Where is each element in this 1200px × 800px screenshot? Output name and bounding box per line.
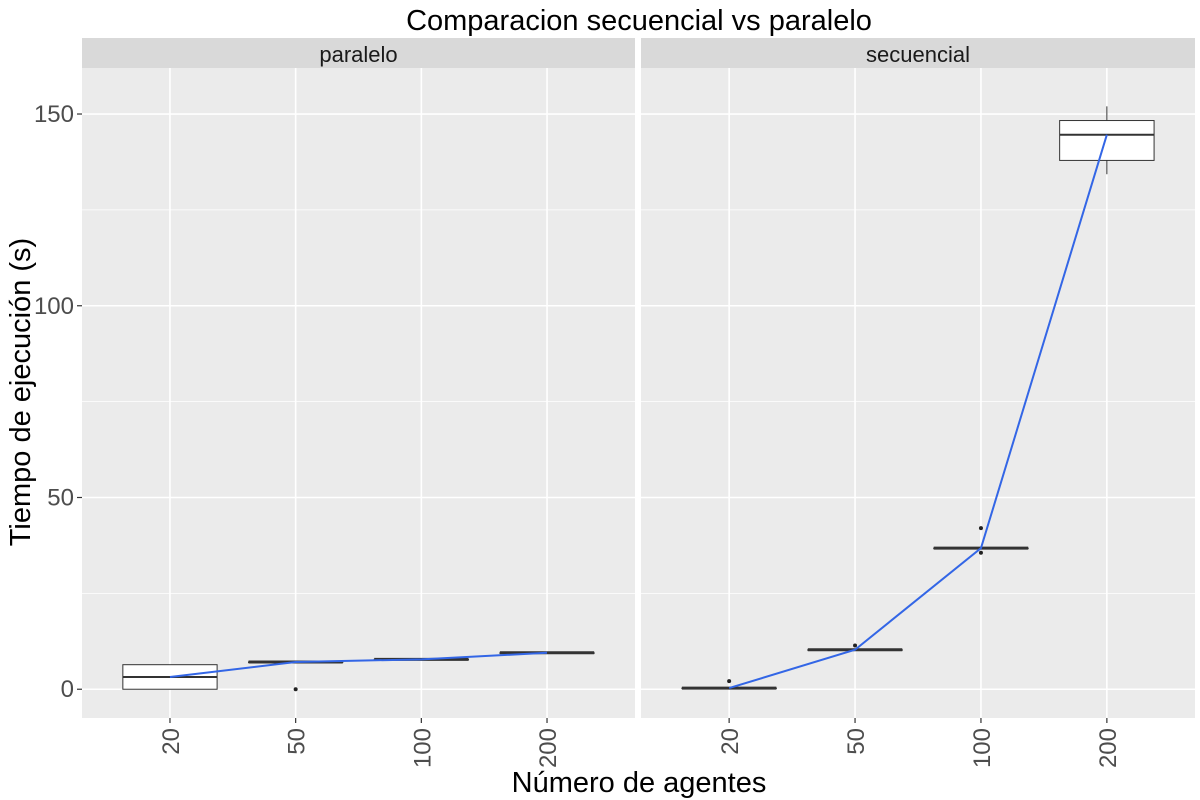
box-paralelo-20 xyxy=(122,664,218,690)
x-tick-label: 20 xyxy=(158,728,185,755)
x-tick-label: 50 xyxy=(843,728,870,755)
y-tick-label: 50 xyxy=(47,484,74,511)
box-body xyxy=(1059,120,1155,161)
facet-panel-paralelo: paralelo 20 50 100 200 xyxy=(82,38,635,768)
outlier-point xyxy=(978,550,983,555)
box-secuencial-200 xyxy=(1059,106,1155,175)
y-tick-label: 150 xyxy=(34,101,74,128)
panel-background xyxy=(82,68,635,718)
chart-title: Comparacion secuencial vs paralelo xyxy=(406,5,872,37)
facet-panel-secuencial: secuencial 20 50 100 200 xyxy=(641,38,1195,768)
outlier-point xyxy=(978,526,983,531)
x-tick-label: 200 xyxy=(1095,728,1122,768)
outlier-point xyxy=(853,643,858,648)
facet-strip xyxy=(641,38,1195,68)
outlier-point xyxy=(727,679,732,684)
box-secuencial-20 xyxy=(681,686,777,690)
panel-background xyxy=(641,68,1195,718)
x-tick-label: 200 xyxy=(535,728,562,768)
facet-strip xyxy=(82,38,635,68)
x-axis-title: Número de agentes xyxy=(512,767,767,799)
x-tick-label: 100 xyxy=(969,728,996,768)
x-tick-label: 100 xyxy=(409,728,436,768)
outlier-point xyxy=(293,687,298,692)
x-tick-label: 50 xyxy=(284,728,311,755)
mean-line-secuencial xyxy=(728,134,1108,690)
mean-line-paralelo xyxy=(169,651,548,678)
y-tick-label: 100 xyxy=(34,293,74,320)
facet-strip-label: secuencial xyxy=(866,42,970,67)
plot-layer: paralelo 20 50 100 200 secuencial 20 50 100 200 0 5… xyxy=(34,38,1195,768)
y-axis-title: Tiempo de ejecución (s) xyxy=(5,238,37,546)
x-tick-label: 20 xyxy=(717,728,744,755)
facet-strip-label: paralelo xyxy=(319,42,397,67)
y-tick-label: 0 xyxy=(61,676,74,703)
